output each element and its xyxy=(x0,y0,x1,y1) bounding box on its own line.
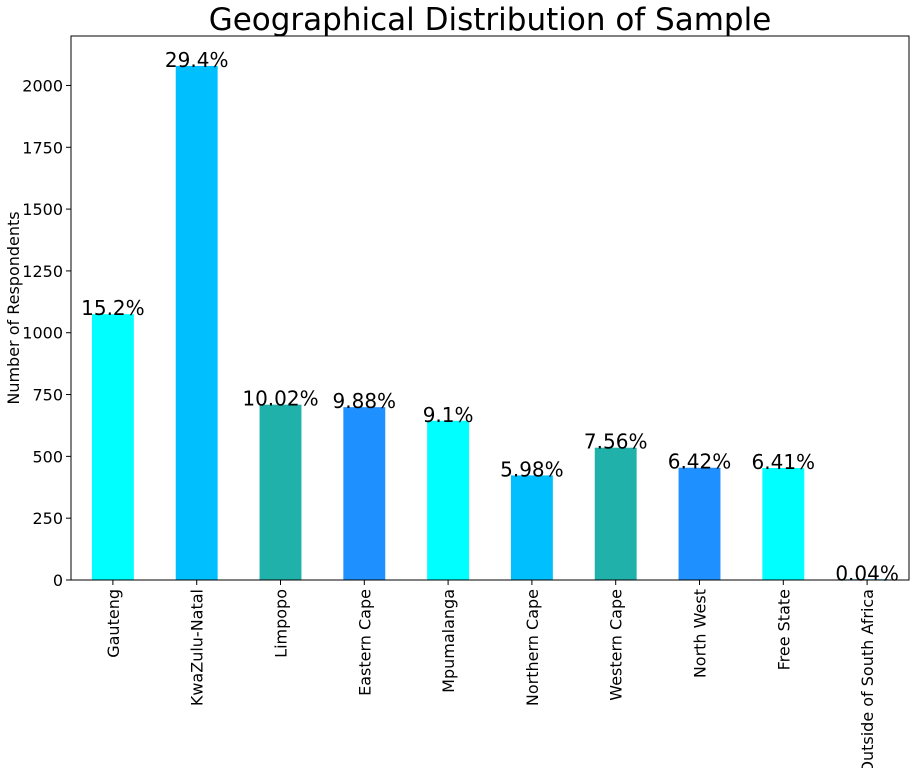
plot-frame xyxy=(70,35,910,581)
x-tick-label: Limpopo xyxy=(272,589,291,658)
x-tick-label: KwaZulu-Natal xyxy=(188,589,207,706)
data-label: 15.2% xyxy=(81,296,145,320)
y-axis-label: Number of Respondents xyxy=(4,211,23,404)
y-tick-label: 1000 xyxy=(22,324,63,343)
bar xyxy=(678,467,721,580)
bar xyxy=(343,407,386,580)
data-label: 7.56% xyxy=(584,430,648,454)
x-tick-label: Mpumalanga xyxy=(439,589,458,693)
bar xyxy=(91,314,134,580)
y-tick-label: 1500 xyxy=(22,200,63,219)
x-axis: Gauteng KwaZulu-Natal Limpopo Eastern Cape M… xyxy=(104,580,877,768)
x-tick-label: Free State xyxy=(774,589,793,670)
y-axis: 0 250 500 750 1000 1250 1500 1750 2000 xyxy=(22,76,71,590)
y-tick-label: 500 xyxy=(32,447,63,466)
y-tick-label: 2000 xyxy=(22,76,63,95)
bar xyxy=(175,65,218,581)
data-label: 5.98% xyxy=(500,457,564,481)
x-tick-label: Gauteng xyxy=(104,589,123,658)
bar xyxy=(259,404,302,580)
bar xyxy=(427,420,470,580)
x-tick-label: Western Cape xyxy=(607,589,626,701)
y-tick-label: 1250 xyxy=(22,262,63,281)
bar xyxy=(762,467,805,580)
data-label: 9.88% xyxy=(333,389,397,413)
y-tick-label: 1750 xyxy=(22,138,63,157)
x-tick-label: Outside of South Africa xyxy=(858,589,877,768)
y-tick-label: 0 xyxy=(53,571,63,590)
data-label: 9.1% xyxy=(423,403,474,427)
bar xyxy=(510,475,553,580)
chart-title: Geographical Distribution of Sample xyxy=(209,2,772,38)
y-tick-label: 250 xyxy=(32,509,63,528)
y-tick-label: 750 xyxy=(32,386,63,405)
data-labels: 15.2% 29.4% 10.02% 9.88% 9.1% 5.98% 7.56% 6.42%… xyxy=(81,48,899,585)
bar xyxy=(594,447,637,580)
bars xyxy=(91,65,889,581)
data-label: 29.4% xyxy=(165,48,229,72)
x-tick-label: North West xyxy=(691,589,710,678)
x-tick-label: Northern Cape xyxy=(523,589,542,706)
data-label: 6.41% xyxy=(752,450,816,474)
x-tick-label: Eastern Cape xyxy=(355,589,374,696)
data-label: 10.02% xyxy=(242,387,318,411)
data-label: 6.42% xyxy=(668,450,732,474)
